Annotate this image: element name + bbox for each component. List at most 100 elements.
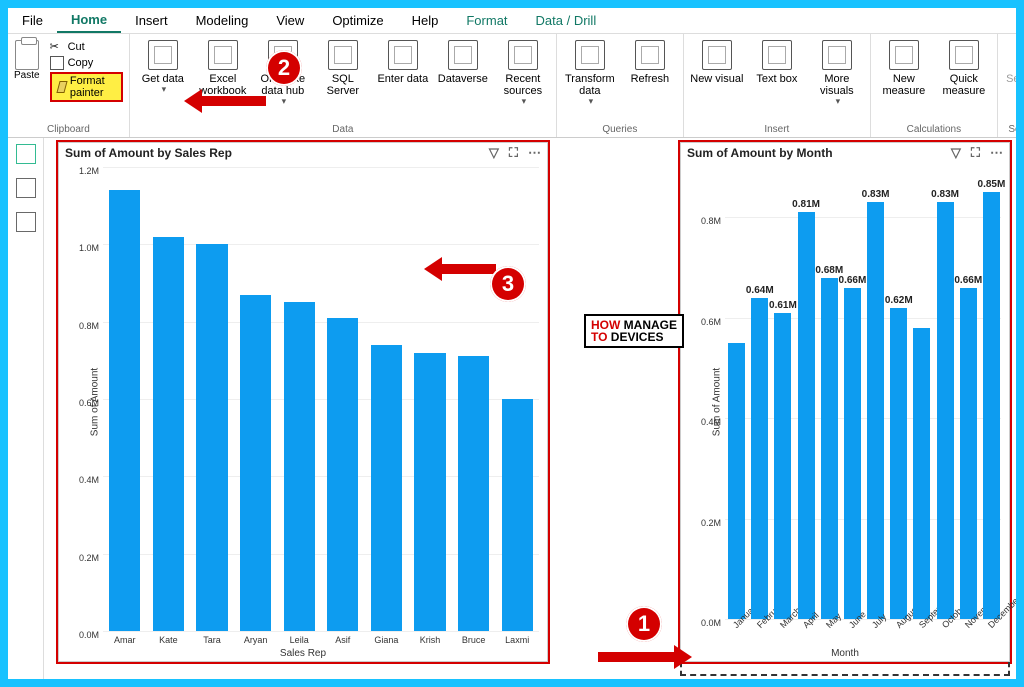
visual-title: Sum of Amount by Sales Rep xyxy=(65,146,232,160)
y-tick: 0.6M xyxy=(701,317,721,327)
ribbon: Paste ✂Cut Copy Format painter Clipboard… xyxy=(8,34,1016,138)
annotation-badge-1: 1 xyxy=(626,606,662,642)
visual-month[interactable]: Sum of Amount by Month ▽ ⛶ ⋯ Sum of Amou… xyxy=(680,142,1010,662)
sensitivity-label: Sensitivity xyxy=(1004,122,1016,137)
x-tick: Giana xyxy=(374,635,398,645)
more-icon[interactable]: ⋯ xyxy=(990,145,1003,161)
focus-icon[interactable]: ⛶ xyxy=(509,145,518,161)
menu-data-drill[interactable]: Data / Drill xyxy=(522,9,611,32)
filter-icon[interactable]: ▽ xyxy=(951,145,961,161)
y-tick: 1.2M xyxy=(79,166,99,176)
menu-modeling[interactable]: Modeling xyxy=(182,9,263,32)
x-tick: Amar xyxy=(114,635,136,645)
bar[interactable] xyxy=(371,345,402,631)
bar[interactable] xyxy=(844,288,861,619)
bar[interactable] xyxy=(414,353,445,631)
report-canvas[interactable]: Sum of Amount by Sales Rep ▽ ⛶ ⋯ Sum of … xyxy=(44,138,1016,679)
model-view-icon[interactable] xyxy=(16,212,36,232)
get-data-icon xyxy=(148,40,178,70)
bar-value-label: 0.62M xyxy=(885,295,913,306)
text-box-button[interactable]: Text box xyxy=(750,38,804,85)
bar[interactable] xyxy=(913,328,930,619)
transform-icon xyxy=(575,40,605,70)
copy-button[interactable]: Copy xyxy=(50,56,123,70)
bar[interactable] xyxy=(153,237,184,631)
bar[interactable] xyxy=(502,399,533,631)
menu-view[interactable]: View xyxy=(262,9,318,32)
bar[interactable] xyxy=(798,212,815,619)
bar[interactable] xyxy=(284,302,315,631)
bar[interactable] xyxy=(890,308,907,619)
bar-value-label: 0.85M xyxy=(978,179,1006,190)
data-view-icon[interactable] xyxy=(16,178,36,198)
visual-sales-rep[interactable]: Sum of Amount by Sales Rep ▽ ⛶ ⋯ Sum of … xyxy=(58,142,548,662)
get-data-button[interactable]: Get data xyxy=(136,38,190,95)
ribbon-group-insert: New visual Text box More visuals Insert xyxy=(684,34,871,137)
brush-icon xyxy=(56,81,67,93)
visual-title: Sum of Amount by Month xyxy=(687,146,833,160)
refresh-icon xyxy=(635,40,665,70)
bar[interactable] xyxy=(327,318,358,631)
x-tick: Krish xyxy=(420,635,441,645)
recent-sources-button[interactable]: Recent sources xyxy=(496,38,550,107)
menu-optimize[interactable]: Optimize xyxy=(318,9,397,32)
bar[interactable] xyxy=(983,192,1000,619)
excel-icon xyxy=(208,40,238,70)
bar-value-label: 0.66M xyxy=(954,275,982,286)
cut-button[interactable]: ✂Cut xyxy=(50,40,123,54)
quick-measure-icon xyxy=(949,40,979,70)
bar[interactable] xyxy=(937,202,954,619)
bar[interactable] xyxy=(774,313,791,619)
report-view-icon[interactable] xyxy=(16,144,36,164)
menu-insert[interactable]: Insert xyxy=(121,9,182,32)
sql-server-button[interactable]: SQL Server xyxy=(316,38,370,97)
sensitivity-button: Sensitivity xyxy=(1004,38,1016,95)
bar[interactable] xyxy=(109,190,140,631)
queries-label: Queries xyxy=(563,122,677,137)
focus-icon[interactable]: ⛶ xyxy=(971,145,980,161)
menu-format[interactable]: Format xyxy=(452,9,521,32)
more-visuals-icon xyxy=(822,40,852,70)
annotation-arrow-2 xyxy=(200,96,266,106)
selection-handles xyxy=(680,662,1010,676)
menu-help[interactable]: Help xyxy=(398,9,453,32)
new-visual-button[interactable]: New visual xyxy=(690,38,744,85)
bar[interactable] xyxy=(458,356,489,631)
y-tick: 0.2M xyxy=(701,518,721,528)
refresh-button[interactable]: Refresh xyxy=(623,38,677,85)
more-icon[interactable]: ⋯ xyxy=(528,145,541,161)
new-measure-icon xyxy=(889,40,919,70)
format-painter-button[interactable]: Format painter xyxy=(50,72,123,102)
paste-button[interactable]: Paste xyxy=(14,38,40,81)
more-visuals-button[interactable]: More visuals xyxy=(810,38,864,107)
x-tick: Bruce xyxy=(462,635,486,645)
x-tick: Leila xyxy=(290,635,309,645)
x-tick: Asif xyxy=(335,635,350,645)
bar-value-label: 0.61M xyxy=(769,300,797,311)
menu-file[interactable]: File xyxy=(8,9,57,32)
bar[interactable] xyxy=(867,202,884,619)
enter-data-button[interactable]: Enter data xyxy=(376,38,430,85)
copy-icon xyxy=(50,56,64,70)
y-tick: 0.2M xyxy=(79,553,99,563)
x-tick: Aryan xyxy=(244,635,268,645)
menu-home[interactable]: Home xyxy=(57,8,121,33)
x-tick: Tara xyxy=(203,635,221,645)
filter-icon[interactable]: ▽ xyxy=(489,145,499,161)
y-tick: 0.0M xyxy=(79,630,99,640)
bar[interactable] xyxy=(751,298,768,619)
transform-data-button[interactable]: Transform data xyxy=(563,38,617,107)
dataverse-icon xyxy=(448,40,478,70)
bar[interactable] xyxy=(960,288,977,619)
new-measure-button[interactable]: New measure xyxy=(877,38,931,97)
bar[interactable] xyxy=(240,295,271,631)
y-tick: 0.0M xyxy=(701,618,721,628)
quick-measure-button[interactable]: Quick measure xyxy=(937,38,991,97)
ribbon-group-data: Get data Excel workbook OneLake data hub… xyxy=(130,34,557,137)
dataverse-button[interactable]: Dataverse xyxy=(436,38,490,85)
bar[interactable] xyxy=(196,244,227,631)
bar[interactable] xyxy=(821,278,838,620)
excel-workbook-button[interactable]: Excel workbook xyxy=(196,38,250,97)
x-axis-label: Sales Rep xyxy=(59,648,547,659)
bar[interactable] xyxy=(728,343,745,619)
